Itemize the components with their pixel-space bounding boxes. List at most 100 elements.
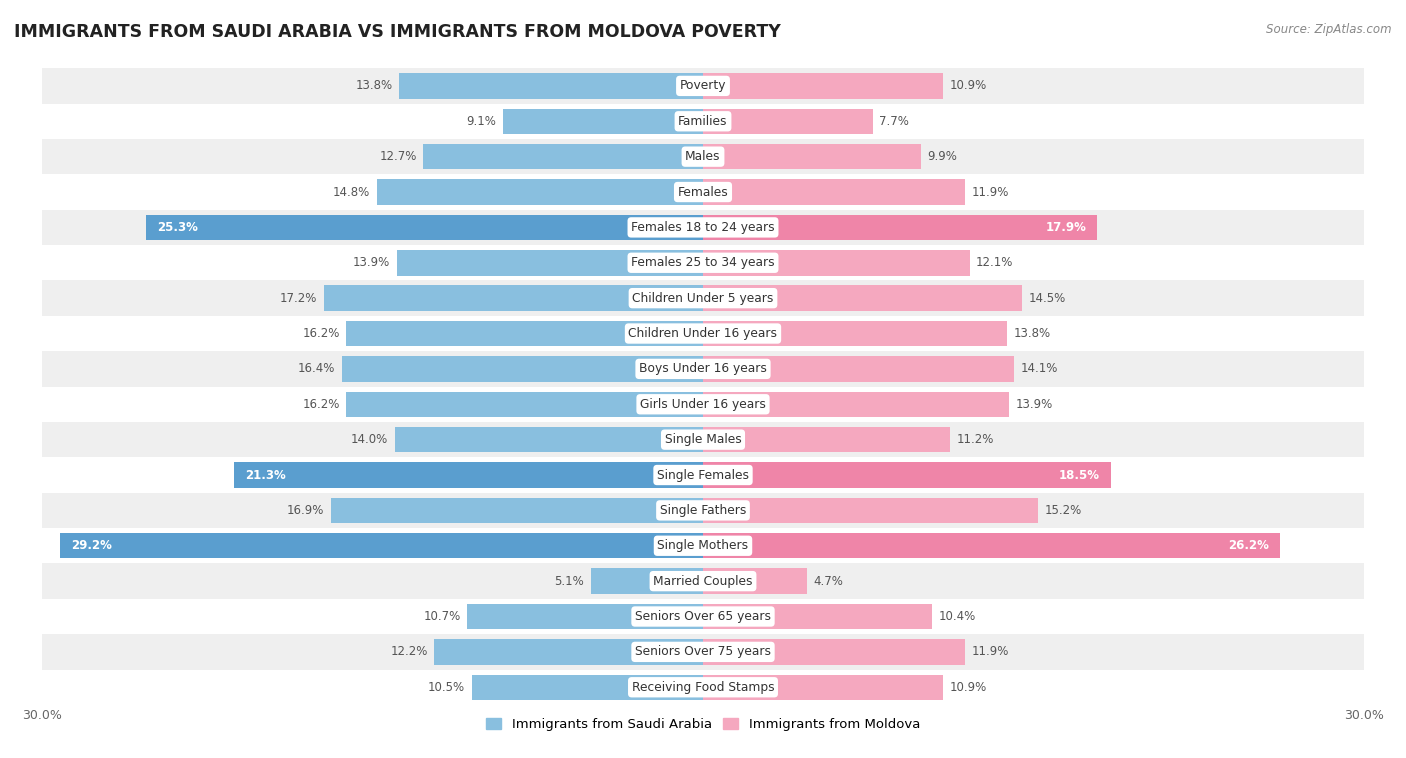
Text: 13.9%: 13.9% (1015, 398, 1053, 411)
Bar (399, 74, 703, 99)
Text: Females: Females (678, 186, 728, 199)
Bar (703, 215, 1097, 240)
Text: 15.2%: 15.2% (1045, 504, 1081, 517)
Text: Poverty: Poverty (679, 80, 727, 92)
Bar (60, 533, 703, 559)
Text: Single Mothers: Single Mothers (658, 539, 748, 553)
Text: 14.5%: 14.5% (1029, 292, 1066, 305)
Bar (42, 316, 1364, 351)
Bar (42, 457, 1364, 493)
Text: Married Couples: Married Couples (654, 575, 752, 587)
Bar (42, 599, 1364, 634)
Bar (703, 356, 1014, 381)
Bar (703, 568, 807, 594)
Text: 21.3%: 21.3% (245, 468, 285, 481)
Text: 10.5%: 10.5% (427, 681, 465, 694)
Bar (703, 108, 873, 134)
Text: 9.9%: 9.9% (928, 150, 957, 163)
Text: 25.3%: 25.3% (156, 221, 198, 234)
Bar (703, 427, 949, 453)
Text: 13.8%: 13.8% (356, 80, 392, 92)
Bar (703, 675, 943, 700)
Text: Seniors Over 75 years: Seniors Over 75 years (636, 645, 770, 659)
Text: 12.7%: 12.7% (380, 150, 416, 163)
Bar (703, 462, 1111, 487)
Text: 9.1%: 9.1% (465, 114, 496, 128)
Bar (346, 321, 703, 346)
Bar (342, 356, 703, 381)
Text: 4.7%: 4.7% (813, 575, 844, 587)
Text: 11.9%: 11.9% (972, 645, 1010, 659)
Bar (703, 639, 965, 665)
Bar (591, 568, 703, 594)
Bar (42, 493, 1364, 528)
Text: 11.9%: 11.9% (972, 186, 1010, 199)
Bar (434, 639, 703, 665)
Bar (467, 604, 703, 629)
Bar (233, 462, 703, 487)
Text: Females 18 to 24 years: Females 18 to 24 years (631, 221, 775, 234)
Text: Single Males: Single Males (665, 433, 741, 446)
Bar (42, 634, 1364, 669)
Bar (42, 528, 1364, 563)
Text: 13.8%: 13.8% (1014, 327, 1050, 340)
Bar (703, 533, 1279, 559)
Legend: Immigrants from Saudi Arabia, Immigrants from Moldova: Immigrants from Saudi Arabia, Immigrants… (481, 713, 925, 737)
Bar (42, 139, 1364, 174)
Text: 16.2%: 16.2% (302, 327, 339, 340)
Bar (42, 669, 1364, 705)
Bar (42, 210, 1364, 245)
Text: Females 25 to 34 years: Females 25 to 34 years (631, 256, 775, 269)
Text: Boys Under 16 years: Boys Under 16 years (640, 362, 766, 375)
Bar (703, 144, 921, 169)
Text: 10.7%: 10.7% (423, 610, 461, 623)
Bar (42, 68, 1364, 104)
Text: 13.9%: 13.9% (353, 256, 391, 269)
Bar (703, 180, 965, 205)
Text: 12.2%: 12.2% (391, 645, 427, 659)
Bar (703, 604, 932, 629)
Bar (42, 104, 1364, 139)
Text: 16.2%: 16.2% (302, 398, 339, 411)
Text: Girls Under 16 years: Girls Under 16 years (640, 398, 766, 411)
Bar (423, 144, 703, 169)
Text: 17.2%: 17.2% (280, 292, 318, 305)
Text: Single Females: Single Females (657, 468, 749, 481)
Text: 16.9%: 16.9% (287, 504, 325, 517)
Text: Children Under 5 years: Children Under 5 years (633, 292, 773, 305)
Text: 7.7%: 7.7% (879, 114, 910, 128)
Text: 10.4%: 10.4% (939, 610, 976, 623)
Text: Single Fathers: Single Fathers (659, 504, 747, 517)
Bar (42, 351, 1364, 387)
Text: 10.9%: 10.9% (949, 80, 987, 92)
Text: 14.0%: 14.0% (350, 433, 388, 446)
Bar (502, 108, 703, 134)
Text: 12.1%: 12.1% (976, 256, 1014, 269)
Bar (703, 286, 1022, 311)
Bar (42, 387, 1364, 422)
Text: Children Under 16 years: Children Under 16 years (628, 327, 778, 340)
Text: 26.2%: 26.2% (1229, 539, 1270, 553)
Bar (703, 498, 1038, 523)
Text: Receiving Food Stamps: Receiving Food Stamps (631, 681, 775, 694)
Text: 11.2%: 11.2% (956, 433, 994, 446)
Bar (346, 392, 703, 417)
Bar (146, 215, 703, 240)
Bar (703, 392, 1010, 417)
Text: 14.8%: 14.8% (333, 186, 370, 199)
Bar (703, 250, 970, 275)
Bar (42, 245, 1364, 280)
Text: 16.4%: 16.4% (298, 362, 335, 375)
Text: Families: Families (678, 114, 728, 128)
Bar (703, 74, 943, 99)
Bar (325, 286, 703, 311)
Text: Males: Males (685, 150, 721, 163)
Text: Seniors Over 65 years: Seniors Over 65 years (636, 610, 770, 623)
Bar (703, 321, 1007, 346)
Text: 17.9%: 17.9% (1046, 221, 1087, 234)
Text: 5.1%: 5.1% (554, 575, 583, 587)
Text: 29.2%: 29.2% (70, 539, 111, 553)
Text: 18.5%: 18.5% (1059, 468, 1099, 481)
Bar (42, 422, 1364, 457)
Bar (42, 174, 1364, 210)
